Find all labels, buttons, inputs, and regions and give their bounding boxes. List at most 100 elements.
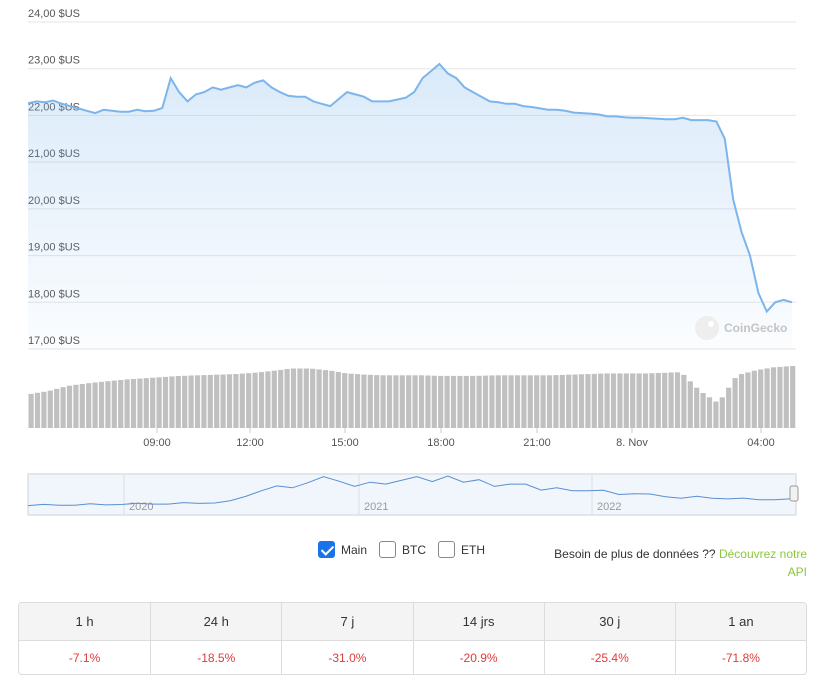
volume-bar: [399, 375, 405, 428]
volume-bar: [489, 375, 495, 428]
navigator-year-label: 2020: [129, 501, 153, 513]
volume-bar: [438, 375, 444, 428]
navigator-handle[interactable]: [789, 485, 799, 502]
main-checkbox[interactable]: [318, 541, 335, 558]
volume-bar: [265, 371, 271, 428]
volume-bar: [668, 372, 674, 428]
volume-bar: [457, 375, 463, 428]
volume-bar: [412, 375, 418, 428]
volume-bar: [374, 375, 380, 428]
y-tick-label: 23,00 $US: [28, 55, 80, 67]
stat-column-1an: 1 an -71.8%: [674, 603, 806, 674]
volume-bar: [687, 381, 693, 428]
volume-bar: [361, 374, 367, 428]
volume-bar: [188, 375, 194, 428]
api-link[interactable]: Découvrez notre API: [718, 547, 807, 579]
gecko-logo-icon: [695, 316, 719, 340]
volume-bar: [207, 374, 213, 428]
volume-bar: [527, 375, 533, 428]
volume-bar: [220, 374, 226, 428]
volume-bar: [630, 373, 636, 428]
x-tick-label: 12:00: [236, 437, 264, 449]
api-promo-text: Besoin de plus de données ??: [554, 547, 716, 561]
volume-bar: [329, 370, 335, 428]
navigator-frame: [27, 473, 797, 516]
volume-bar: [572, 374, 578, 428]
volume-bar: [578, 374, 585, 428]
stat-period: 24 h: [151, 603, 282, 641]
volume-bar: [783, 366, 789, 428]
volume-bar: [540, 375, 546, 428]
toggle-btc-label: BTC: [402, 542, 427, 557]
volume-bar: [726, 387, 732, 428]
volume-bar: [194, 375, 201, 428]
volume-bar: [169, 376, 175, 428]
volume-bar: [559, 374, 565, 428]
volume-bar: [201, 375, 207, 428]
stat-column-24h: 24 h -18.5%: [150, 603, 282, 674]
volume-bar: [470, 375, 476, 428]
toggle-btc[interactable]: BTC: [379, 541, 426, 558]
volume-bar: [751, 370, 757, 428]
price-area: [28, 64, 792, 349]
volume-bar: [239, 373, 245, 428]
volume-bar: [73, 384, 79, 428]
volume-bar: [642, 373, 649, 428]
volume-bar: [764, 368, 770, 428]
stat-change: -18.5%: [197, 650, 236, 665]
volume-bar: [418, 375, 425, 428]
volume-bar: [713, 401, 719, 428]
watermark-text: CoinGecko: [724, 321, 787, 335]
stat-change: -31.0%: [328, 650, 367, 665]
volume-bar: [66, 385, 73, 428]
stat-change: -25.4%: [590, 650, 629, 665]
volume-bar: [130, 379, 137, 428]
volume-bar: [150, 377, 156, 428]
series-toggles: Main BTC ETH: [318, 541, 497, 558]
volume-bar: [342, 373, 348, 428]
volume-bar: [738, 374, 745, 428]
volume-bar: [354, 374, 361, 428]
volume-bar: [674, 372, 681, 428]
volume-bar: [694, 387, 700, 428]
volume-bar: [34, 392, 41, 428]
stat-column-14jrs: 14 jrs -20.9%: [412, 603, 544, 674]
volume-bar: [546, 375, 553, 428]
volume-bar: [367, 374, 373, 428]
eth-checkbox[interactable]: [438, 541, 456, 558]
volume-bar: [636, 373, 642, 428]
volume-bar: [47, 390, 53, 428]
toggle-eth[interactable]: ETH: [438, 541, 485, 558]
volume-bar: [585, 374, 591, 428]
volume-bar: [431, 375, 437, 428]
stat-change: -7.1%: [68, 650, 101, 665]
volume-bar: [514, 375, 521, 428]
toggle-main-label: Main: [341, 542, 368, 557]
volume-bar: [591, 373, 597, 428]
x-tick-label: 09:00: [143, 437, 171, 449]
volume-bar: [246, 373, 252, 428]
volume-bar: [322, 370, 329, 428]
volume-bar: [278, 369, 284, 428]
volume-bar: [290, 368, 297, 428]
volume-bar: [732, 378, 738, 428]
volume-bar: [118, 380, 124, 428]
range-navigator[interactable]: 2020 2021 2022: [27, 473, 799, 516]
x-tick-label: 21:00: [523, 437, 551, 449]
volume-bar: [143, 378, 149, 428]
volume-bar: [604, 373, 610, 428]
stat-period: 30 j: [544, 603, 675, 641]
navigator-selection[interactable]: [28, 474, 796, 515]
stat-column-30j: 30 j -25.4%: [543, 603, 675, 674]
toggle-main[interactable]: Main: [318, 541, 367, 558]
volume-bar: [700, 393, 706, 428]
volume-bar: [386, 375, 393, 428]
btc-checkbox[interactable]: [379, 541, 397, 558]
volume-bar: [463, 375, 469, 428]
volume-bar: [482, 375, 489, 428]
volume-bar: [450, 375, 457, 428]
volume-bar: [623, 373, 629, 428]
volume-bar: [598, 373, 604, 428]
volume-bar: [706, 397, 713, 428]
